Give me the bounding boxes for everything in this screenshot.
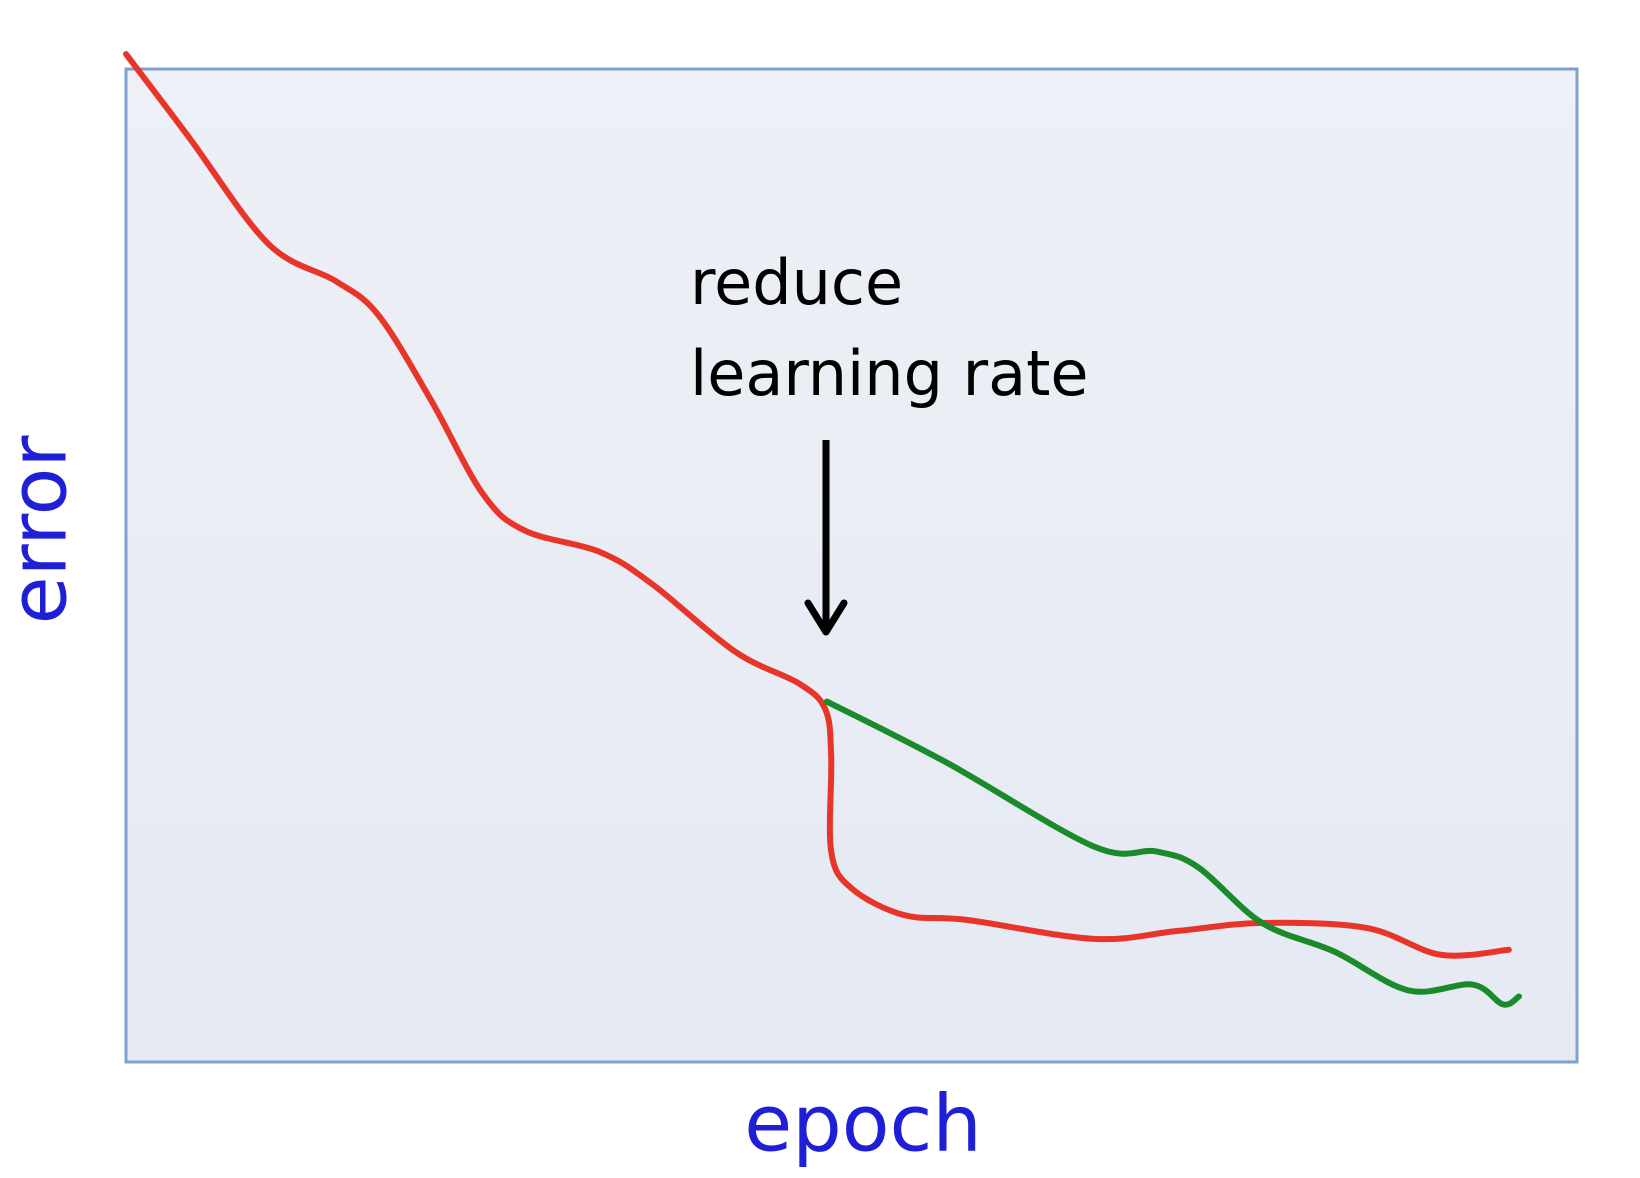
- annotation-text: reduce: [690, 246, 903, 319]
- plot-area: [124, 67, 1579, 1064]
- data-line: [123, 51, 1512, 959]
- annotation-text: learning rate: [690, 337, 1089, 410]
- x-axis-label: epoch: [744, 1079, 982, 1169]
- data-line: [823, 698, 1522, 1008]
- y-axis-label: error: [0, 435, 84, 625]
- arrow-head: [804, 599, 848, 636]
